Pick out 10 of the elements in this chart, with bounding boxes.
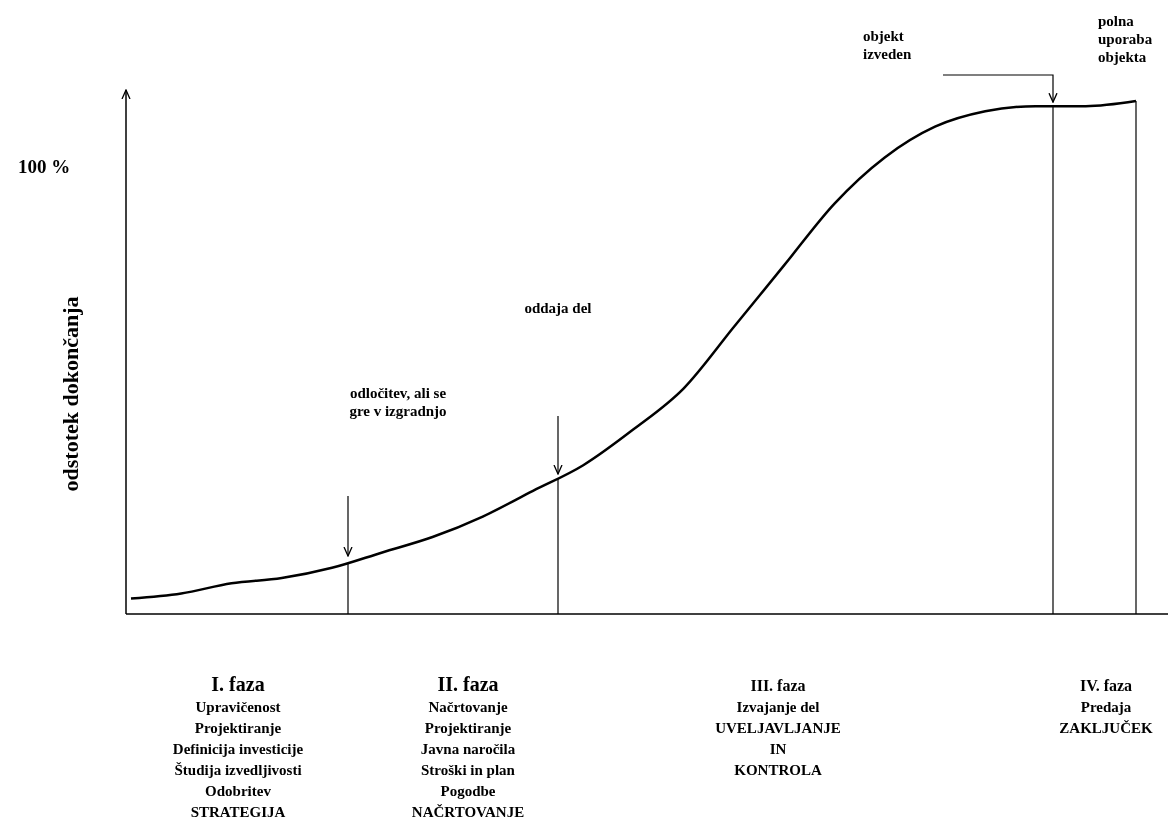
y-axis-title: odstotek dokončanja — [58, 296, 83, 492]
annotation: oddaja del — [524, 300, 592, 316]
annotation: odločitev, ali se gre v izgradnjo — [349, 385, 447, 419]
text: II. faza Načrtovanje Projektiranje Javna naročila Stroški in plan Pogodbe NAČRTOVANJE — [411, 673, 525, 820]
text: I. faza Upravičenost Projektiranje Definicija investicije Študija izvedljivosti Odobritev STRATEGIJA — [172, 673, 304, 820]
text: IV. faza Predaja ZAKLJUČEK — [1059, 677, 1153, 736]
text: polna uporaba objekta — [1098, 13, 1153, 65]
text: objekt izveden — [863, 28, 912, 62]
text: III. faza Izvajanje del UVELJAVLJANJE IN KONTROLA — [715, 677, 841, 778]
text: 100 % — [18, 156, 71, 177]
